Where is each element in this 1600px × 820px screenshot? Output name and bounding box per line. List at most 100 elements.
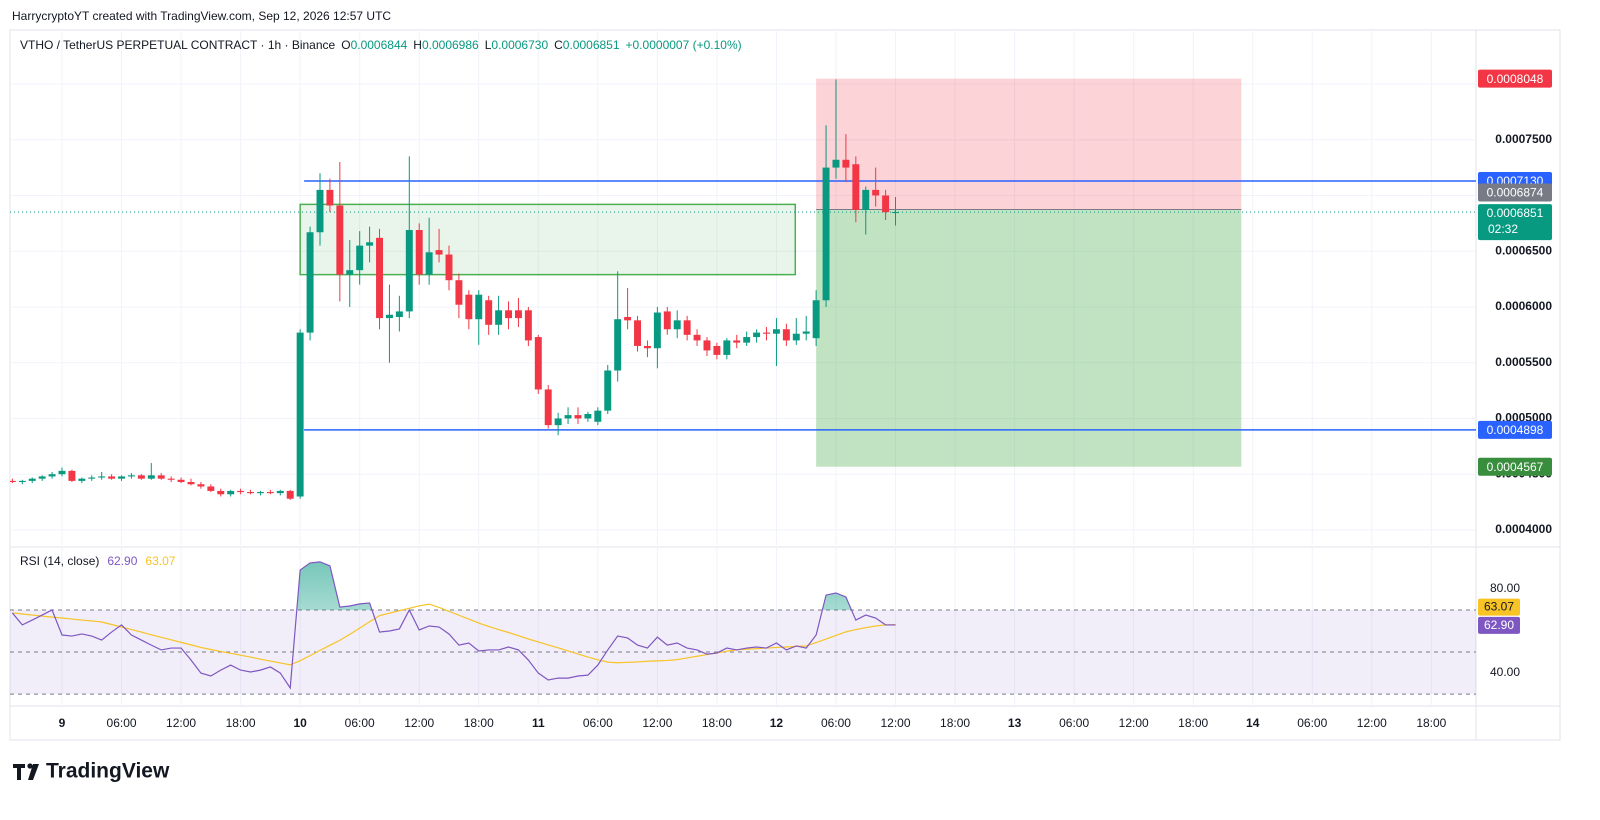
x-tick-label: 18:00: [226, 716, 256, 730]
demand-zone: [299, 203, 797, 276]
candle-body: [594, 410, 602, 422]
rsi-band: [10, 610, 1476, 695]
candle-body: [147, 475, 155, 479]
y-tick-label: 0.0006000: [1495, 299, 1552, 313]
candle-body: [435, 250, 443, 255]
candle-body: [763, 332, 770, 334]
candle-body: [564, 415, 572, 419]
logo-text: TradingView: [46, 760, 170, 783]
x-tick-label: 12: [770, 716, 784, 730]
candle-body: [316, 189, 324, 233]
countdown: 02:32: [1488, 222, 1518, 236]
ohlc-key: H: [413, 38, 422, 52]
stop-badge: [1478, 69, 1552, 88]
candle-body: [256, 492, 264, 494]
line-badge: [1478, 420, 1552, 439]
stop-badge-label: 0.0008048: [1487, 72, 1544, 86]
symbol-legend: VTHO / TetherUS PERPETUAL CONTRACT · 1h …: [20, 38, 742, 52]
candle-body: [157, 475, 165, 479]
candle-body: [604, 370, 612, 411]
x-tick-label: 06:00: [821, 716, 851, 730]
candle-body: [326, 189, 334, 206]
candle-body: [554, 418, 562, 426]
rsi-badge-label: 63.07: [1484, 600, 1514, 614]
candle-body: [653, 312, 661, 349]
x-tick-label: 12:00: [1357, 716, 1387, 730]
candle-body: [118, 476, 126, 479]
logo: TradingView: [13, 760, 170, 783]
current-badge-label: 0.0006851: [1487, 206, 1544, 220]
candle-body: [892, 212, 899, 214]
candle-body: [792, 333, 800, 341]
candle-body: [237, 490, 245, 493]
x-tick-label: 12:00: [642, 716, 672, 730]
candle-body: [673, 320, 681, 330]
rsi-legend: RSI (14, close) 62.90 63.07: [20, 554, 176, 568]
ohlc-value: 0.0006986: [422, 38, 479, 52]
ohlc-key: L: [485, 38, 492, 52]
candle-body: [18, 480, 26, 483]
y-tick-label: 0.0005500: [1495, 355, 1552, 369]
candle-body: [842, 159, 850, 168]
candle-body: [266, 492, 274, 494]
x-tick-label: 06:00: [583, 716, 613, 730]
x-tick-label: 06:00: [345, 716, 375, 730]
candle-body: [822, 167, 830, 301]
candle-body: [743, 337, 751, 343]
x-tick-label: 18:00: [940, 716, 970, 730]
candle-body: [425, 252, 433, 275]
x-tick-label: 06:00: [107, 716, 137, 730]
candle-body: [38, 476, 46, 479]
candle-body: [167, 478, 175, 480]
candle-body: [772, 329, 780, 334]
candle-body: [197, 484, 205, 487]
candle-body: [385, 314, 393, 319]
candle-body: [495, 310, 503, 325]
candle-body: [514, 310, 522, 319]
rsi-line: [11, 561, 896, 690]
candle-body: [227, 490, 235, 495]
x-tick-label: 18:00: [1178, 716, 1208, 730]
candle-body: [247, 492, 255, 494]
rsi-tick-label: 40.00: [1490, 665, 1520, 679]
candle-body: [634, 320, 641, 346]
candle-body: [802, 331, 810, 334]
candle-body: [534, 337, 542, 390]
candle-body: [217, 490, 225, 495]
candle-body: [395, 311, 403, 317]
candle-body: [862, 189, 870, 210]
x-tick-label: 18:00: [702, 716, 732, 730]
rsi-badge: [1478, 598, 1520, 616]
candle-body: [445, 254, 453, 281]
candle-body: [475, 294, 483, 320]
ohlc-value: 0.0006851: [563, 38, 620, 52]
ohlc-key: C: [554, 38, 563, 52]
candle-body: [753, 332, 761, 338]
candle-body: [207, 486, 215, 491]
candle-body: [286, 490, 294, 499]
ohlc-key: O: [341, 38, 350, 52]
candle-body: [574, 415, 582, 419]
entry-badge: [1478, 183, 1552, 202]
candle-body: [78, 478, 86, 481]
x-tick-label: 12:00: [1119, 716, 1149, 730]
candle-body: [455, 280, 463, 305]
x-tick-label: 14: [1246, 716, 1260, 730]
candle-body: [276, 490, 284, 494]
candle-body: [376, 237, 383, 319]
rsi-title: RSI (14, close): [20, 554, 99, 568]
candle-body: [336, 205, 344, 275]
x-tick-label: 06:00: [1059, 716, 1089, 730]
target-badge: [1478, 457, 1552, 476]
candle-body: [28, 478, 36, 481]
candle-body: [108, 476, 116, 479]
frame: [9, 29, 1561, 741]
candle-body: [127, 475, 135, 477]
candle-body: [405, 230, 413, 312]
ohlc-value: 0.0006844: [351, 38, 408, 52]
rsi-value: 63.07: [145, 554, 175, 568]
stop-zone: [816, 78, 1242, 210]
rsi-badge: [1478, 616, 1520, 634]
ohlc-value: 0.0006730: [491, 38, 548, 52]
y-tick-label: 0.0004000: [1495, 522, 1552, 536]
